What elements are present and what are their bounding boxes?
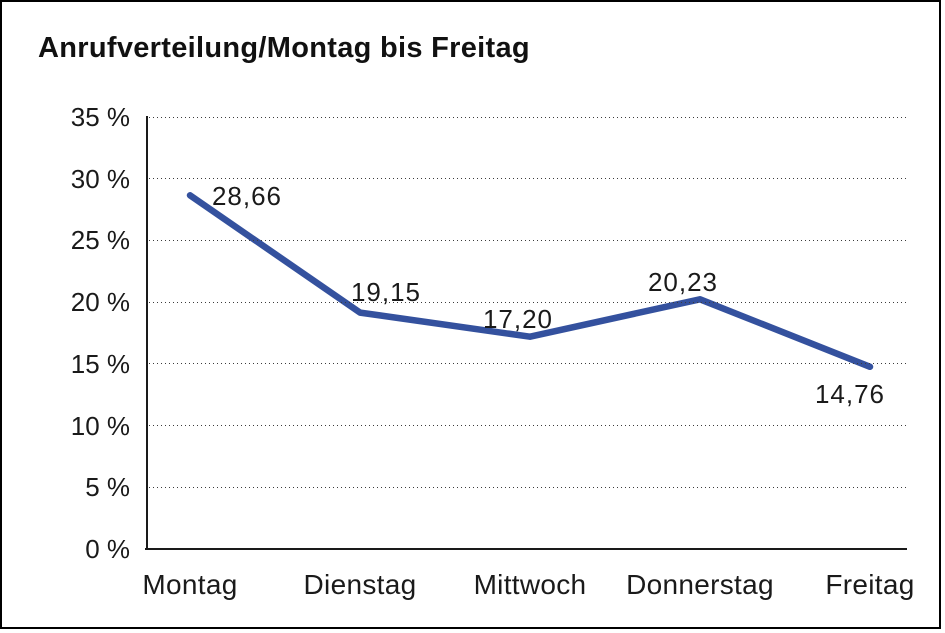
x-axis-label: Montag <box>142 569 238 600</box>
y-tick-label: 20 % <box>70 287 130 318</box>
gridline <box>149 363 907 365</box>
x-axis-label: Mittwoch <box>473 569 587 600</box>
data-point-label: 28,66 <box>211 181 283 212</box>
y-tick-label: 35 % <box>70 102 130 132</box>
data-point-label: 19,15 <box>350 276 422 307</box>
gridline <box>149 486 907 488</box>
y-tick-label: 10 % <box>70 410 130 441</box>
y-tick-label: 25 % <box>70 225 130 256</box>
y-tick-label: 15 % <box>70 348 130 379</box>
y-tick-label: 0 % <box>85 534 130 564</box>
gridline <box>149 425 907 427</box>
series-line <box>186 192 874 371</box>
gridline <box>149 116 907 118</box>
y-tick-label: 5 % <box>85 472 130 503</box>
x-axis-label: Dienstag <box>303 569 417 600</box>
x-axis-label: Freitag <box>825 569 915 600</box>
gridline <box>149 301 907 303</box>
y-axis-line <box>146 116 148 550</box>
chart-title: Anrufverteilung/Montag bis Freitag <box>38 32 530 64</box>
data-point-label: 14,76 <box>814 378 886 409</box>
data-point-label: 17,20 <box>482 303 554 334</box>
gridline <box>149 239 907 241</box>
x-axis-line <box>145 548 907 550</box>
x-axis-label: Donnerstag <box>626 569 774 600</box>
y-tick-label: 30 % <box>70 163 130 194</box>
data-point-label: 20,23 <box>647 267 719 298</box>
gridline <box>149 178 907 180</box>
